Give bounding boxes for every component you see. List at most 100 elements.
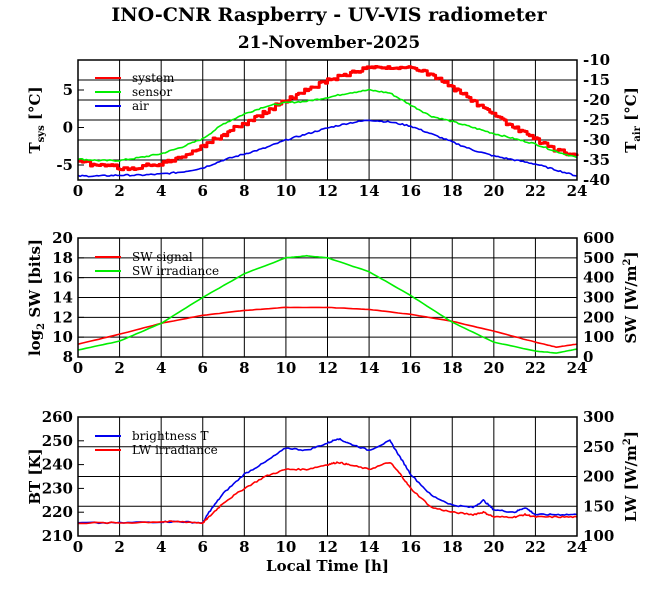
- y2-axis-label: Tair [°C]: [622, 87, 643, 153]
- x-tick-label: 24: [567, 182, 588, 200]
- y2-tick-label: 200: [583, 308, 614, 326]
- plot-frame: [77, 59, 578, 181]
- y-tick-label: 0: [63, 119, 73, 137]
- x-tick-label: 12: [317, 538, 338, 556]
- y2-tick-label: 300: [583, 408, 614, 426]
- x-tick-label: 14: [359, 359, 380, 377]
- y2-tick-label: 300: [583, 289, 614, 307]
- x-tick-label: 0: [73, 359, 83, 377]
- x-tick-label: 2: [114, 182, 124, 200]
- x-tick-label: 22: [525, 359, 546, 377]
- y2-axis-label: LW [W/m2]: [622, 431, 640, 522]
- y2-tick-label: 200: [583, 468, 614, 486]
- y-tick-label: 240: [42, 456, 73, 474]
- y2-tick-label: -15: [583, 71, 610, 89]
- y2-tick-label: 250: [583, 438, 614, 456]
- y2-tick-label: -10: [583, 51, 610, 69]
- x-tick-label: 16: [400, 182, 421, 200]
- y-tick-label: 14: [52, 289, 73, 307]
- x-tick-label: 8: [239, 359, 249, 377]
- x-tick-label: 10: [275, 538, 296, 556]
- x-tick-label: 22: [525, 182, 546, 200]
- y-axis-label: BT [K]: [26, 448, 44, 504]
- x-tick-label: 12: [317, 359, 338, 377]
- y-axis-label: log2 SW [bits]: [26, 239, 47, 356]
- x-tick-label: 0: [73, 538, 83, 556]
- y-tick-label: 5: [63, 81, 73, 99]
- x-tick-label: 16: [400, 538, 421, 556]
- x-tick-label: 20: [483, 182, 504, 200]
- legend-label: SW signal: [132, 250, 193, 264]
- x-tick-label: 20: [483, 538, 504, 556]
- y2-tick-label: 150: [583, 497, 614, 515]
- x-tick-label: 4: [156, 538, 166, 556]
- x-tick-label: 6: [198, 182, 208, 200]
- y-tick-label: 260: [42, 408, 73, 426]
- series-line-air: [77, 119, 578, 178]
- x-tick-label: 24: [567, 359, 588, 377]
- y2-tick-label: -20: [583, 91, 610, 109]
- y2-tick-label: 500: [583, 249, 614, 267]
- legend-label: air: [132, 99, 149, 113]
- x-tick-label: 14: [359, 182, 380, 200]
- series-line-lw-irradiance: [78, 461, 578, 525]
- x-tick-label: 18: [442, 182, 463, 200]
- x-tick-label: 6: [198, 538, 208, 556]
- y-tick-label: 250: [42, 432, 73, 450]
- y-tick-label: 230: [42, 479, 73, 497]
- x-tick-label: 0: [73, 182, 83, 200]
- y-axis-label: Tsys [°C]: [26, 86, 47, 153]
- series-line-sw-signal: [77, 306, 578, 348]
- x-tick-label: 22: [525, 538, 546, 556]
- series-line-system: [78, 65, 579, 172]
- y-tick-label: 8: [63, 348, 73, 366]
- figure-title: INO-CNR Raspberry - UV-VIS radiometer: [111, 4, 547, 26]
- y2-tick-label: -35: [583, 151, 610, 169]
- y-tick-label: 18: [52, 249, 73, 267]
- y2-tick-label: 100: [583, 527, 614, 545]
- legend-label: sensor: [132, 85, 172, 99]
- x-tick-label: 10: [275, 182, 296, 200]
- x-tick-label: 10: [275, 359, 296, 377]
- figure-date: 21-November-2025: [238, 33, 420, 53]
- y2-tick-label: -25: [583, 111, 610, 129]
- y2-tick-label: 0: [583, 348, 593, 366]
- x-tick-label: 8: [239, 538, 249, 556]
- x-tick-label: 12: [317, 182, 338, 200]
- plot-frame: [77, 416, 578, 537]
- legend-label: LW irradiance: [132, 443, 218, 457]
- x-tick-label: 20: [483, 359, 504, 377]
- x-tick-label: 6: [198, 359, 208, 377]
- series-line-sw-irradiance: [77, 254, 578, 354]
- x-tick-label: 18: [442, 538, 463, 556]
- x-axis-label: Local Time [h]: [266, 557, 389, 575]
- y2-tick-label: 400: [583, 269, 614, 287]
- series-line-sensor: [77, 88, 578, 162]
- x-tick-label: 2: [114, 359, 124, 377]
- y2-axis-label: SW [W/m2]: [622, 251, 640, 343]
- x-tick-label: 16: [400, 359, 421, 377]
- y-tick-label: 16: [52, 269, 73, 287]
- x-tick-label: 4: [156, 359, 166, 377]
- y2-tick-label: 100: [583, 328, 614, 346]
- y-tick-label: 210: [42, 527, 73, 545]
- y2-tick-label: 600: [583, 229, 614, 247]
- y2-tick-label: -40: [583, 171, 610, 189]
- x-tick-label: 4: [156, 182, 166, 200]
- legend-label: system: [132, 71, 175, 85]
- series-line-brightness-t: [77, 437, 578, 525]
- x-tick-label: 8: [239, 182, 249, 200]
- x-tick-label: 18: [442, 359, 463, 377]
- y-tick-label: 20: [52, 229, 73, 247]
- x-tick-label: 2: [114, 538, 124, 556]
- y-tick-label: 12: [52, 308, 73, 326]
- y-tick-label: 220: [42, 503, 73, 521]
- y-tick-label: -5: [56, 156, 73, 174]
- plot-frame: [77, 237, 578, 358]
- y-tick-label: 10: [52, 328, 73, 346]
- x-tick-label: 14: [359, 538, 380, 556]
- legend-label: brightness T: [132, 429, 208, 443]
- x-tick-label: 24: [567, 538, 588, 556]
- y2-tick-label: -30: [583, 131, 610, 149]
